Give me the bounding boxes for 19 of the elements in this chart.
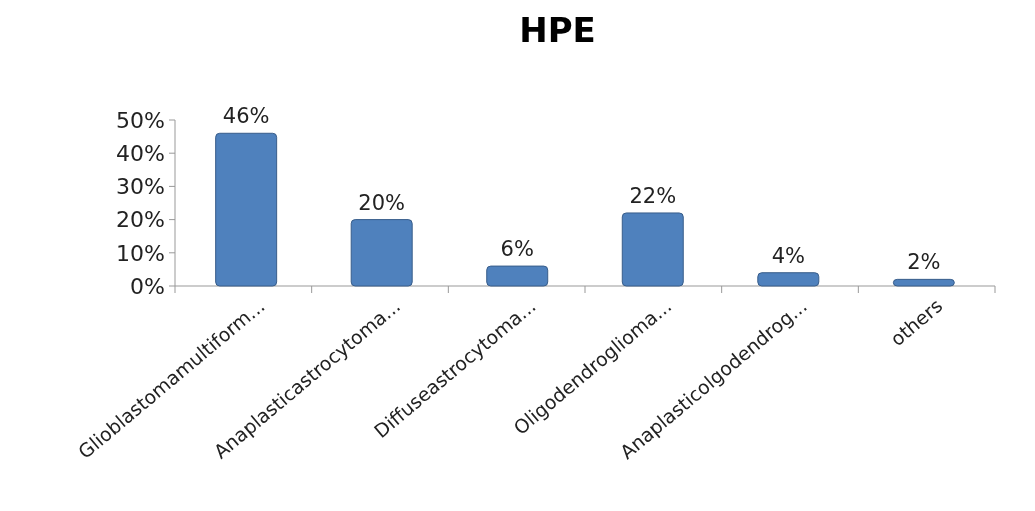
data-label: 20% [358,190,406,215]
data-label: 6% [500,237,534,262]
y-tick-label: 50% [116,107,165,133]
y-tick-label: 10% [116,240,165,266]
bar [757,272,820,287]
y-tick-label: 30% [116,174,165,200]
bar [621,212,684,287]
data-label: 46% [222,104,270,129]
y-tick-label: 0% [130,273,165,299]
y-tick-label: 40% [116,140,165,166]
bar [215,132,278,287]
data-label: 22% [629,183,677,208]
data-label: 2% [907,250,941,275]
y-tick-label: 20% [116,207,165,233]
bar [486,265,549,287]
bar [892,278,955,287]
bar [350,219,413,287]
chart-title: HPE [519,10,596,50]
data-label: 4% [771,243,805,268]
